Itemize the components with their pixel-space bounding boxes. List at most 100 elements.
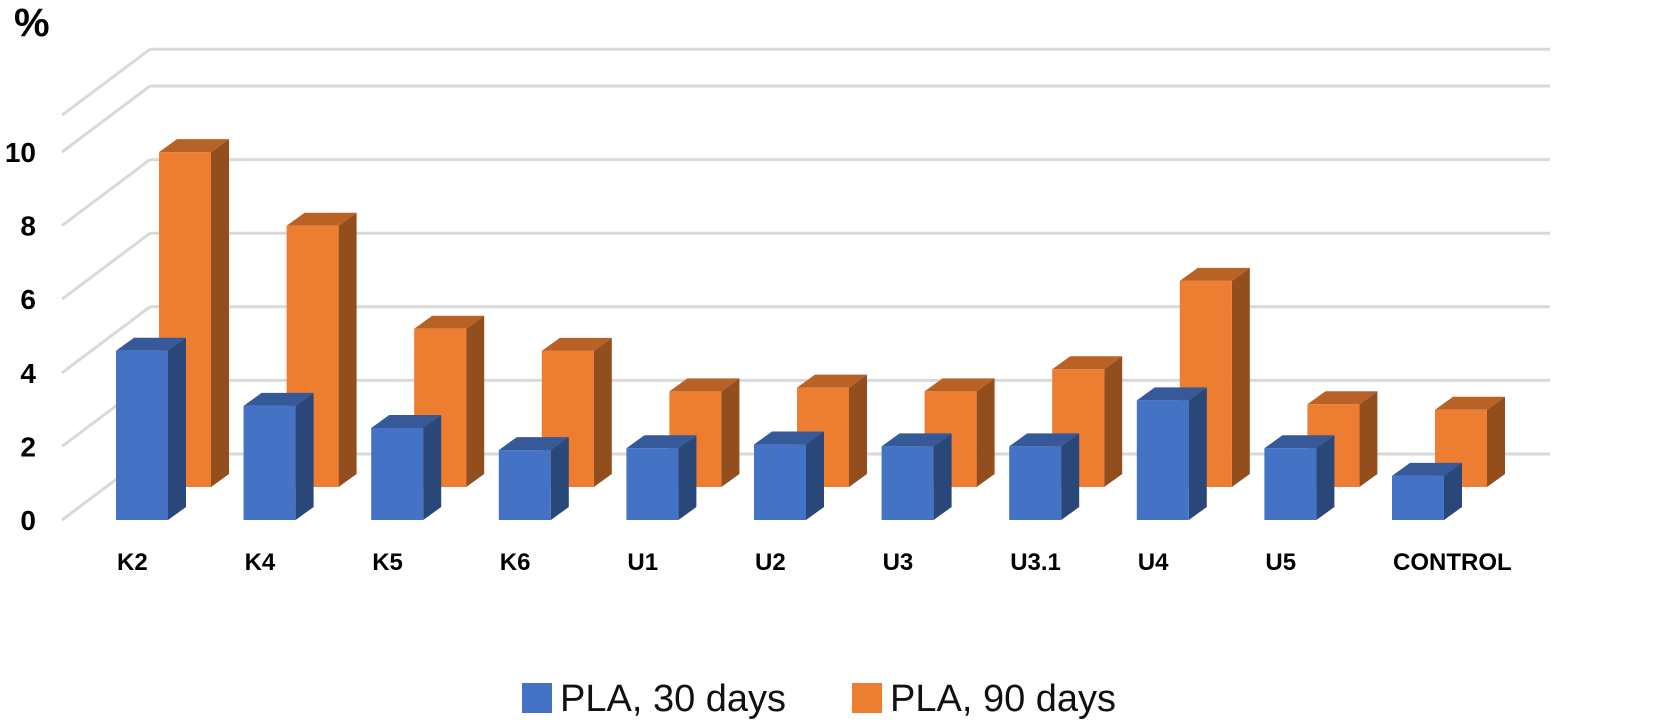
bar-30-days-u3-top bbox=[881, 433, 952, 447]
bar-30-days-u1 bbox=[626, 435, 697, 520]
y-tick-2: 2 bbox=[20, 431, 36, 462]
bar-90-days-k2-top bbox=[159, 139, 229, 153]
legend: PLA, 30 days PLA, 90 days bbox=[522, 678, 1116, 720]
bar-90-days-u3-1 bbox=[1052, 356, 1123, 487]
grid-diagonal-6 bbox=[61, 231, 151, 301]
bar-90-days-u5 bbox=[1307, 391, 1378, 487]
y-tick-0: 0 bbox=[20, 505, 36, 536]
bar-90-days-k6-top bbox=[541, 337, 612, 351]
bar-30-days-u4-top bbox=[1136, 387, 1207, 401]
x-axis-categories: K2 K4 K5 K6 U1 U2 U3 U3.1 U4 U5 CONTROL bbox=[117, 549, 1512, 576]
y-tick-10: 10 bbox=[5, 137, 36, 168]
bar-30-days-u3-1-front bbox=[1009, 446, 1062, 520]
bar-30-days-k6-front bbox=[498, 450, 551, 520]
x-category-k5: K5 bbox=[372, 549, 403, 576]
bar-90-days-k5-side bbox=[466, 315, 485, 487]
bar-90-days-u3-1-top bbox=[1052, 356, 1123, 370]
bar-30-days-k4-front bbox=[243, 405, 296, 520]
bar-30-days-k2-top bbox=[116, 337, 186, 351]
bar-90-days-u2-top bbox=[797, 374, 867, 388]
y-axis-ticks: 0 2 4 6 8 10 bbox=[5, 137, 37, 536]
x-category-u3-1: U3.1 bbox=[1010, 549, 1061, 576]
bar-30-days-u4 bbox=[1136, 387, 1207, 520]
bar-30-days-k2-front bbox=[116, 350, 168, 520]
x-category-u3: U3 bbox=[883, 549, 914, 576]
bar-90-days-u4-side bbox=[1231, 267, 1250, 487]
bar-90-days-k6-side bbox=[593, 337, 612, 487]
bar-30-days-k4-side bbox=[295, 392, 314, 520]
bar-30-days-u3-side bbox=[933, 433, 952, 520]
bar-30-days-u4-front bbox=[1136, 400, 1189, 520]
x-category-u2: U2 bbox=[755, 549, 786, 576]
bar-30-days-k5-top bbox=[371, 415, 442, 428]
bar-30-days-u3-1-top bbox=[1009, 433, 1080, 447]
bar-90-days-u4-top bbox=[1179, 267, 1250, 281]
bar-90-days-u2-side bbox=[849, 374, 867, 487]
bar-30-days-k6 bbox=[498, 437, 569, 520]
bar-30-days-u5-front bbox=[1264, 448, 1317, 520]
bar-30-days-k5-front bbox=[371, 428, 424, 520]
bar-30-days-k5 bbox=[371, 415, 442, 520]
bar-90-days-k4-side bbox=[338, 212, 357, 487]
bar-30-days-u5 bbox=[1264, 435, 1335, 520]
y-tick-6: 6 bbox=[20, 284, 36, 315]
bar-90-days-u5-top bbox=[1307, 391, 1378, 405]
grid-diagonal-10 bbox=[61, 84, 151, 154]
series-30-days-bars bbox=[116, 337, 1462, 520]
y-tick-8: 8 bbox=[20, 211, 36, 242]
bar-30-days-control-top bbox=[1392, 462, 1462, 476]
bar-30-days-u2-top bbox=[754, 431, 824, 445]
legend-label-90-days: PLA, 90 days bbox=[890, 678, 1116, 720]
legend-label-30-days: PLA, 30 days bbox=[560, 678, 786, 720]
grid-diagonal-4 bbox=[61, 305, 151, 374]
bar-90-days-k4-top bbox=[286, 212, 357, 226]
bar-30-days-k6-top bbox=[498, 437, 569, 451]
bar-30-days-u3-1-side bbox=[1061, 433, 1080, 520]
bar-90-days-control-side bbox=[1487, 396, 1505, 487]
x-category-u1: U1 bbox=[627, 549, 658, 576]
bar-30-days-k5-side bbox=[423, 415, 442, 520]
bar-90-days-u1-side bbox=[721, 378, 740, 487]
bar-90-days-u3-1-side bbox=[1104, 356, 1123, 487]
bar-30-days-u2-front bbox=[754, 444, 806, 520]
grid-diagonal-8 bbox=[61, 158, 151, 227]
bar-90-days-u3-side bbox=[976, 378, 995, 487]
bar-30-days-k6-side bbox=[550, 437, 569, 520]
legend-swatch-90-days bbox=[852, 683, 882, 713]
bar-30-days-k4-top bbox=[243, 392, 314, 406]
bar-30-days-control-side bbox=[1444, 462, 1462, 520]
bar-30-days-k4 bbox=[243, 392, 314, 520]
bar-30-days-u3-1 bbox=[1009, 433, 1080, 520]
bar-30-days-u5-top bbox=[1264, 435, 1335, 449]
y-tick-4: 4 bbox=[20, 358, 36, 389]
series-90-days-bars bbox=[159, 139, 1505, 487]
bar-30-days-u1-side bbox=[678, 435, 697, 520]
bar-90-days-k5-top bbox=[414, 315, 485, 329]
bar-30-days-u2 bbox=[754, 431, 824, 520]
bar-30-days-u4-side bbox=[1188, 387, 1207, 520]
bar-90-days-u3-top bbox=[924, 378, 995, 392]
bar-90-days-control-top bbox=[1435, 396, 1505, 410]
bar-30-days-control bbox=[1392, 462, 1462, 520]
bar-30-days-u2-side bbox=[806, 431, 824, 520]
x-category-u4: U4 bbox=[1138, 549, 1169, 576]
bar-30-days-u3-front bbox=[881, 446, 934, 520]
grid-diagonal-top bbox=[61, 48, 151, 117]
bar-30-days-k2-side bbox=[168, 337, 186, 520]
bar-90-days-u1-top bbox=[669, 378, 740, 392]
bar-30-days-u3 bbox=[881, 433, 952, 520]
x-category-control: CONTROL bbox=[1393, 549, 1512, 576]
x-category-k4: K4 bbox=[245, 549, 276, 576]
y-unit-label: % bbox=[14, 1, 50, 45]
bar-90-days-u5-side bbox=[1359, 391, 1378, 487]
bar-30-days-u1-top bbox=[626, 435, 697, 449]
x-category-u5: U5 bbox=[1265, 549, 1296, 576]
bar-90-days-k2-side bbox=[211, 139, 229, 487]
bar-30-days-u1-front bbox=[626, 448, 679, 520]
x-category-k2: K2 bbox=[117, 549, 148, 576]
bar-30-days-u5-side bbox=[1316, 435, 1335, 520]
legend-swatch-30-days bbox=[522, 683, 552, 713]
x-category-k6: K6 bbox=[500, 549, 531, 576]
